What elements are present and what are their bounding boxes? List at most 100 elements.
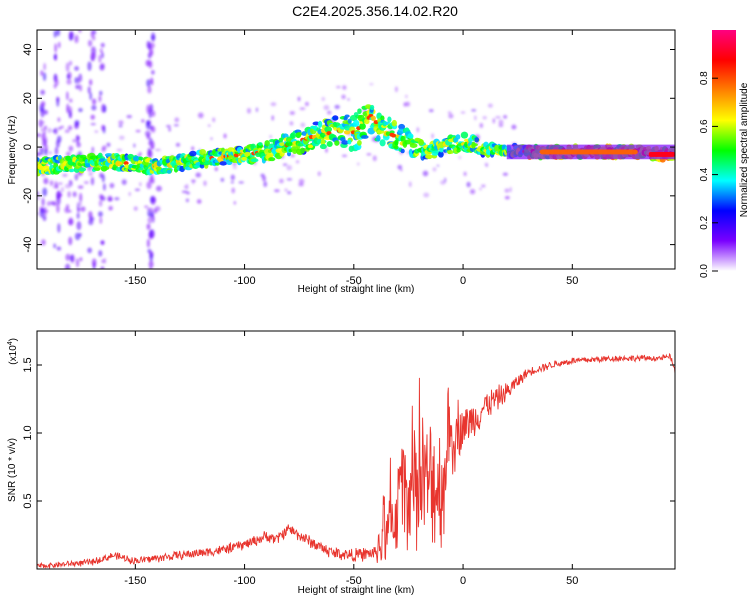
ridge-blob <box>266 152 275 157</box>
noise-speck <box>155 185 162 192</box>
noise-speck <box>98 199 103 207</box>
noise-speck <box>37 196 41 200</box>
noise-speck <box>474 115 477 121</box>
noise-speck <box>54 43 57 53</box>
noise-speck <box>53 54 57 60</box>
noise-speck <box>154 148 161 152</box>
noise-speck <box>166 125 171 128</box>
ridge-blob <box>425 154 433 159</box>
noise-speck <box>305 101 309 106</box>
ridge-blob <box>379 139 386 147</box>
noise-speck <box>298 178 305 184</box>
noise-speck <box>47 127 52 133</box>
noise-speck <box>55 139 60 148</box>
noise-speck <box>100 240 105 245</box>
noise-speck <box>101 259 105 264</box>
ridge-blob <box>357 108 362 115</box>
noise-speck <box>116 148 123 152</box>
noise-speck <box>43 177 49 185</box>
ridge-blob <box>104 153 113 157</box>
noise-speck <box>77 185 84 189</box>
noise-speck <box>342 85 347 90</box>
noise-speck <box>271 115 274 121</box>
ridge-blob <box>369 104 375 111</box>
ridge-blob <box>439 146 444 153</box>
noise-speck <box>53 30 57 38</box>
noise-speck <box>146 223 151 230</box>
noise-speck <box>151 110 156 117</box>
noise-speck <box>400 168 403 172</box>
noise-speck <box>103 105 107 113</box>
figure-title: C2E4.2025.356.14.02.R20 <box>292 3 458 19</box>
colorbar-gradient <box>712 30 736 271</box>
noise-speck <box>487 103 493 108</box>
noise-speck <box>150 77 153 84</box>
colorbar-tick-label: 0.2 <box>699 215 710 229</box>
noise-speck <box>88 172 93 176</box>
noise-speck <box>46 201 52 206</box>
colorbar-tick-label: 0.0 <box>699 264 710 278</box>
noise-speck <box>107 197 113 202</box>
noise-speck <box>503 115 508 119</box>
noise-speck <box>458 156 462 160</box>
noise-speck <box>89 216 95 221</box>
y-tick-label: 0 <box>22 144 34 150</box>
noise-speck <box>42 187 48 197</box>
noise-speck <box>37 191 40 196</box>
noise-speck <box>57 223 61 233</box>
noise-speck <box>299 107 306 111</box>
noise-speck <box>502 172 509 176</box>
noise-speck <box>79 206 86 212</box>
ridge-blob <box>268 157 276 162</box>
spectrogram-y-ticks: -40 -20 0 20 40 <box>22 43 675 253</box>
ridge-blob <box>264 140 270 147</box>
noise-speck <box>150 35 156 40</box>
ridge-blob <box>146 157 151 163</box>
noise-speck <box>76 135 80 141</box>
snr-x-ticks: -150 -100 -50 0 50 <box>124 331 578 587</box>
spectrogram-frame <box>36 29 676 270</box>
noise-speck <box>66 78 72 85</box>
noise-speck <box>185 198 189 203</box>
noise-speck <box>57 117 61 122</box>
noise-speck <box>341 154 348 157</box>
snr-frame <box>36 330 676 570</box>
noise-speck <box>148 41 151 51</box>
ridge-blob <box>400 148 405 154</box>
noise-speck <box>78 30 82 33</box>
noise-speck <box>74 34 79 44</box>
ridge-blob <box>418 139 425 146</box>
snr-plot-area <box>37 331 675 569</box>
noise-speck <box>100 42 105 48</box>
ridge-blob <box>357 139 362 146</box>
ridge-blob <box>292 148 298 154</box>
ridge-blob <box>241 156 248 161</box>
y-tick-label: 0.5 <box>22 493 34 508</box>
noise-speck <box>196 199 202 204</box>
noise-speck <box>481 184 486 188</box>
noise-speck <box>37 133 42 137</box>
noise-speck <box>74 77 79 84</box>
noise-speck <box>100 51 104 59</box>
snr-multiplier: (x104) <box>7 338 19 365</box>
ridge-blob <box>474 137 480 143</box>
noise-speck <box>59 193 63 197</box>
ridge-blob <box>376 134 381 142</box>
noise-speck <box>94 130 99 133</box>
noise-speck <box>91 104 97 111</box>
noise-speck <box>102 125 106 134</box>
noise-speck <box>133 206 138 211</box>
noise-speck <box>317 171 321 176</box>
noise-speck <box>147 140 153 146</box>
noise-speck <box>152 197 156 203</box>
noise-speck <box>109 182 115 189</box>
noise-speck <box>74 66 80 71</box>
noise-speck <box>203 180 207 187</box>
noise-speck <box>230 181 234 184</box>
noise-speck <box>114 197 120 201</box>
noise-speck <box>41 127 44 132</box>
noise-speck <box>87 39 93 47</box>
noise-speck <box>54 146 59 156</box>
noise-speck <box>99 48 103 53</box>
ridge-blob <box>155 166 163 171</box>
